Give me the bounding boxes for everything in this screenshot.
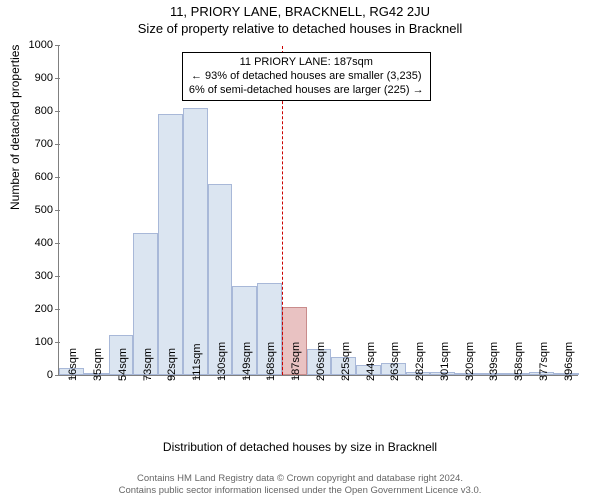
- x-tick-label: 130sqm: [216, 342, 228, 381]
- y-tick: 1000: [29, 39, 59, 51]
- y-tick: 800: [35, 105, 59, 117]
- x-axis-label: Distribution of detached houses by size …: [0, 440, 600, 454]
- x-tick-label: 225sqm: [340, 342, 352, 381]
- chart-container: 11, PRIORY LANE, BRACKNELL, RG42 2JU Siz…: [0, 0, 600, 500]
- x-tick-label: 320sqm: [464, 342, 476, 381]
- x-tick-label: 35sqm: [92, 348, 104, 381]
- title-block: 11, PRIORY LANE, BRACKNELL, RG42 2JU Siz…: [0, 0, 600, 36]
- chart-area: Number of detached properties 0100200300…: [0, 40, 600, 450]
- annotation-line: 6% of semi-detached houses are larger (2…: [189, 84, 424, 98]
- x-tick-label: 73sqm: [142, 348, 154, 381]
- x-tick-label: 301sqm: [439, 342, 451, 381]
- x-tick-label: 168sqm: [265, 342, 277, 381]
- y-tick: 200: [35, 303, 59, 315]
- x-tick-label: 54sqm: [117, 348, 129, 381]
- title-line-2: Size of property relative to detached ho…: [0, 21, 600, 36]
- y-tick: 500: [35, 204, 59, 216]
- plot-region: 0100200300400500600700800900100016sqm35s…: [58, 46, 578, 376]
- annotation-box: 11 PRIORY LANE: 187sqm← 93% of detached …: [182, 52, 431, 101]
- y-tick: 900: [35, 72, 59, 84]
- y-axis-label: Number of detached properties: [8, 45, 22, 210]
- footer-line-2: Contains public sector information licen…: [0, 485, 600, 496]
- y-tick: 400: [35, 237, 59, 249]
- x-tick-label: 396sqm: [563, 342, 575, 381]
- x-tick-label: 92sqm: [166, 348, 178, 381]
- annotation-line: 11 PRIORY LANE: 187sqm: [189, 56, 424, 70]
- x-tick-label: 16sqm: [67, 348, 79, 381]
- x-tick-label: 149sqm: [241, 342, 253, 381]
- y-tick: 700: [35, 138, 59, 150]
- y-tick: 300: [35, 270, 59, 282]
- footer-attribution: Contains HM Land Registry data © Crown c…: [0, 473, 600, 496]
- y-tick: 100: [35, 336, 59, 348]
- x-tick-label: 206sqm: [315, 342, 327, 381]
- histogram-bar: [158, 114, 183, 375]
- y-tick: 600: [35, 171, 59, 183]
- x-tick-label: 111sqm: [191, 343, 203, 381]
- x-tick-label: 263sqm: [389, 342, 401, 381]
- histogram-bar: [183, 108, 208, 375]
- x-tick-label: 282sqm: [414, 342, 426, 381]
- x-tick-label: 339sqm: [488, 342, 500, 381]
- x-tick-label: 377sqm: [538, 342, 550, 381]
- footer-line-1: Contains HM Land Registry data © Crown c…: [0, 473, 600, 484]
- annotation-line: ← 93% of detached houses are smaller (3,…: [189, 70, 424, 84]
- title-line-1: 11, PRIORY LANE, BRACKNELL, RG42 2JU: [0, 4, 600, 19]
- y-tick: 0: [47, 369, 59, 381]
- x-tick-label: 187sqm: [290, 342, 302, 381]
- x-tick-label: 244sqm: [365, 342, 377, 381]
- x-tick-label: 358sqm: [513, 342, 525, 381]
